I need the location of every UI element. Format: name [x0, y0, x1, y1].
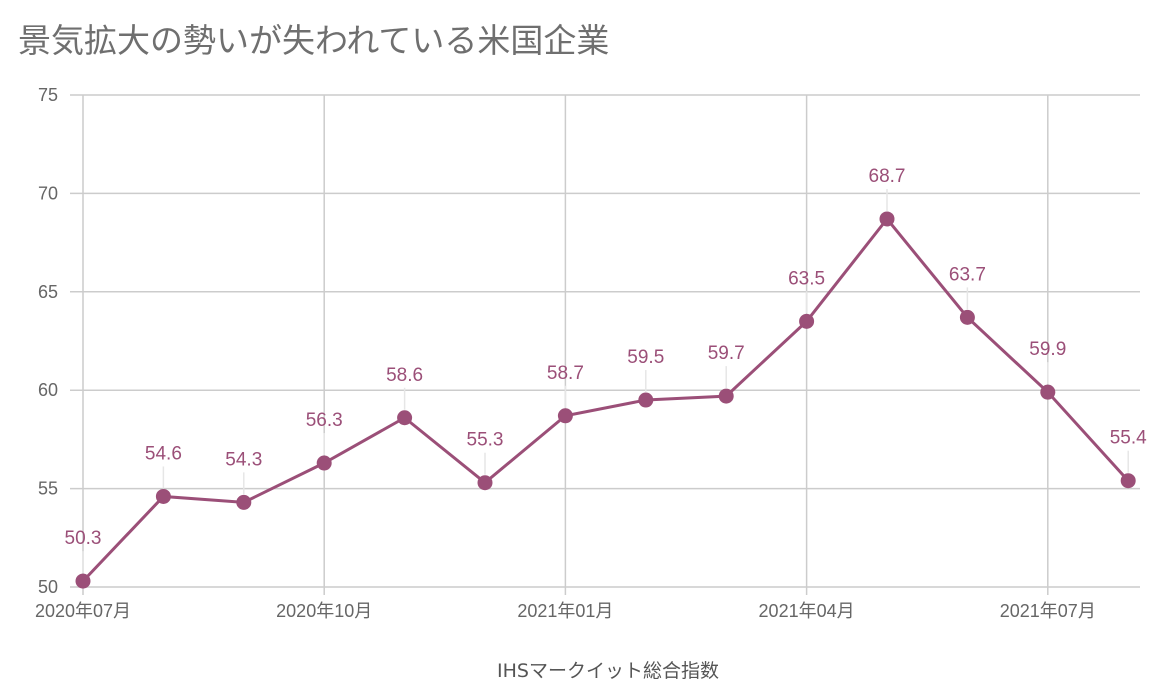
data-label: 54.3 — [225, 449, 262, 470]
data-point — [557, 408, 573, 424]
data-label: 63.5 — [788, 268, 825, 289]
x-tick-label: 2020年07月 — [35, 601, 131, 621]
data-label: 50.3 — [65, 528, 102, 549]
series-line — [81, 216, 1130, 583]
data-point — [316, 455, 332, 471]
y-tick-label: 75 — [38, 85, 58, 105]
data-point — [799, 313, 815, 329]
data-point — [638, 392, 654, 408]
data-label: 56.3 — [306, 410, 343, 431]
data-point — [959, 309, 975, 325]
data-label: 59.5 — [627, 347, 664, 368]
data-label: 68.7 — [869, 166, 906, 187]
data-point — [1120, 473, 1136, 489]
x-tick-label: 2021年04月 — [759, 601, 855, 621]
x-tick-label: 2020年10月 — [276, 601, 372, 621]
x-axis-title: IHSマークイット総合指数 — [497, 660, 719, 682]
y-tick-label: 60 — [38, 380, 58, 400]
y-tick-label: 65 — [38, 282, 58, 302]
data-point — [879, 211, 895, 227]
data-point — [236, 494, 252, 510]
chart-title: 景気拡大の勢いが失われている米国企業 — [18, 21, 610, 60]
data-point — [1040, 384, 1056, 400]
data-label: 59.9 — [1029, 339, 1066, 360]
data-point — [155, 488, 171, 504]
data-label: 58.7 — [547, 363, 584, 384]
data-label: 55.4 — [1110, 428, 1147, 449]
x-tick-label: 2021年07月 — [1000, 601, 1096, 621]
y-tick-label: 70 — [38, 183, 58, 203]
y-tick-label: 50 — [38, 577, 58, 597]
data-point — [477, 475, 493, 491]
data-label: 63.7 — [949, 264, 986, 285]
data-label: 54.6 — [145, 443, 182, 464]
data-point — [718, 388, 734, 404]
data-point — [397, 410, 413, 426]
data-label: 55.3 — [467, 430, 504, 451]
data-label: 58.6 — [386, 365, 423, 386]
x-tick-label: 2021年01月 — [517, 601, 613, 621]
data-point — [75, 573, 91, 589]
y-tick-label: 55 — [38, 479, 58, 499]
data-label: 59.7 — [708, 343, 745, 364]
